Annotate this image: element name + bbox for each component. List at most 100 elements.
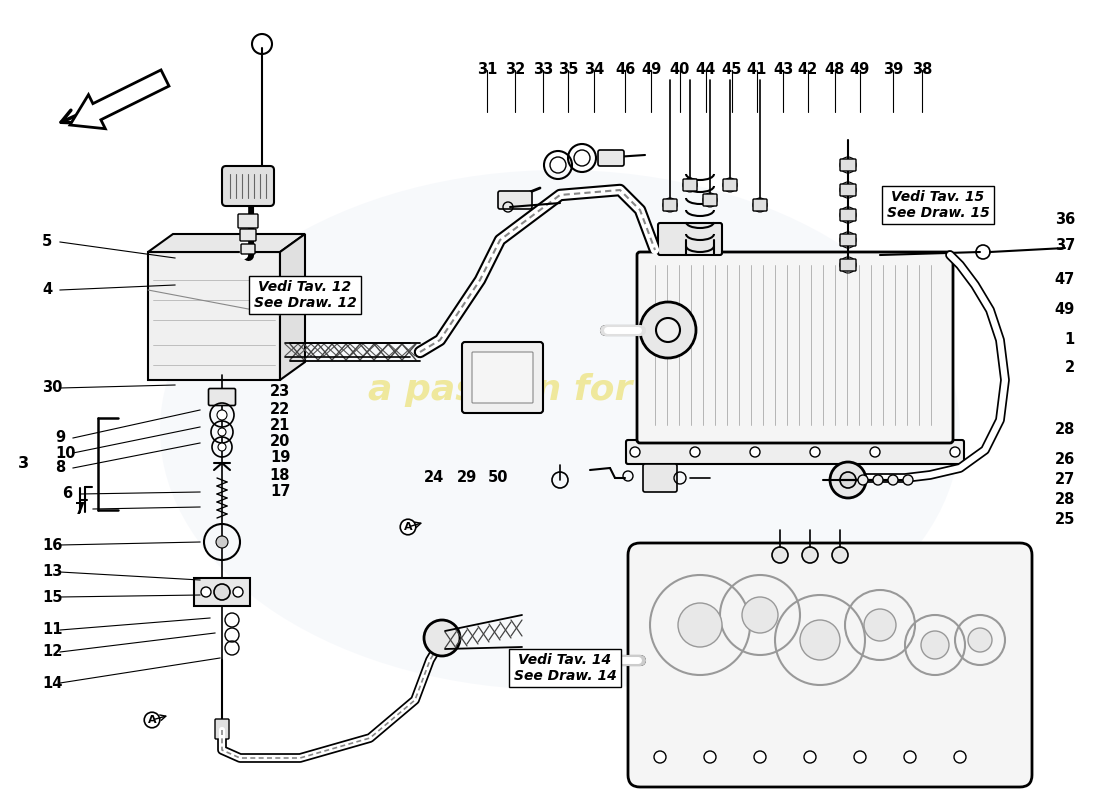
- Circle shape: [840, 472, 856, 488]
- FancyBboxPatch shape: [498, 191, 532, 209]
- Text: 26: 26: [1055, 453, 1075, 467]
- Text: 17: 17: [270, 485, 290, 499]
- FancyArrow shape: [70, 70, 169, 129]
- FancyBboxPatch shape: [472, 352, 534, 403]
- Text: 30: 30: [42, 381, 63, 395]
- Circle shape: [630, 447, 640, 457]
- Text: 6: 6: [62, 486, 73, 502]
- Circle shape: [216, 536, 228, 548]
- Circle shape: [921, 631, 949, 659]
- FancyBboxPatch shape: [241, 244, 255, 254]
- Circle shape: [950, 447, 960, 457]
- Circle shape: [810, 447, 820, 457]
- Text: A: A: [404, 522, 412, 532]
- Text: 24: 24: [424, 470, 444, 486]
- Circle shape: [832, 547, 848, 563]
- Text: 27: 27: [1055, 473, 1075, 487]
- Text: 47: 47: [1055, 273, 1075, 287]
- Text: 50: 50: [487, 470, 508, 486]
- Text: 12: 12: [42, 645, 63, 659]
- Text: 11: 11: [42, 622, 63, 638]
- Text: 43: 43: [773, 62, 793, 77]
- FancyBboxPatch shape: [840, 259, 856, 271]
- Text: 42: 42: [798, 62, 818, 77]
- Circle shape: [904, 751, 916, 763]
- FancyBboxPatch shape: [840, 234, 856, 246]
- Text: 49: 49: [850, 62, 870, 77]
- Text: 36: 36: [1055, 213, 1075, 227]
- Text: Vedi Tav. 15
See Draw. 15: Vedi Tav. 15 See Draw. 15: [887, 190, 989, 220]
- Circle shape: [830, 462, 866, 498]
- Text: a passion for parts: a passion for parts: [368, 373, 752, 407]
- Ellipse shape: [160, 170, 960, 690]
- Circle shape: [800, 620, 840, 660]
- Text: 8: 8: [55, 461, 65, 475]
- Circle shape: [873, 475, 883, 485]
- FancyBboxPatch shape: [840, 159, 856, 171]
- FancyBboxPatch shape: [214, 719, 229, 739]
- Text: 33: 33: [532, 62, 553, 77]
- Text: 13: 13: [42, 565, 63, 579]
- Text: 10: 10: [55, 446, 76, 461]
- Text: 5: 5: [42, 234, 53, 250]
- FancyBboxPatch shape: [658, 223, 722, 255]
- Text: 7: 7: [75, 502, 85, 517]
- Text: 3: 3: [18, 455, 29, 470]
- FancyBboxPatch shape: [238, 214, 258, 228]
- FancyBboxPatch shape: [626, 440, 964, 464]
- Text: 38: 38: [912, 62, 932, 77]
- FancyBboxPatch shape: [628, 543, 1032, 787]
- Text: 28: 28: [1055, 493, 1075, 507]
- Text: 39: 39: [883, 62, 903, 77]
- Text: 29: 29: [456, 470, 477, 486]
- Text: 45: 45: [722, 62, 742, 77]
- Text: 22: 22: [270, 402, 290, 417]
- Text: 44: 44: [696, 62, 716, 77]
- Polygon shape: [194, 578, 250, 606]
- Text: 9: 9: [55, 430, 65, 446]
- Circle shape: [750, 447, 760, 457]
- Polygon shape: [148, 234, 305, 252]
- Polygon shape: [148, 252, 280, 380]
- Circle shape: [218, 428, 226, 436]
- Circle shape: [864, 609, 896, 641]
- Text: 49: 49: [641, 62, 661, 77]
- Circle shape: [854, 751, 866, 763]
- Circle shape: [858, 475, 868, 485]
- FancyBboxPatch shape: [222, 166, 274, 206]
- Text: 35: 35: [558, 62, 579, 77]
- Circle shape: [754, 751, 766, 763]
- Circle shape: [968, 628, 992, 652]
- Circle shape: [201, 587, 211, 597]
- Text: 31: 31: [476, 62, 497, 77]
- Circle shape: [656, 318, 680, 342]
- Text: 15: 15: [42, 590, 63, 605]
- FancyBboxPatch shape: [637, 252, 953, 443]
- Polygon shape: [280, 234, 305, 380]
- Text: 18: 18: [270, 467, 290, 482]
- Circle shape: [233, 587, 243, 597]
- Circle shape: [704, 751, 716, 763]
- FancyBboxPatch shape: [754, 199, 767, 211]
- Circle shape: [954, 751, 966, 763]
- Text: 46: 46: [615, 62, 635, 77]
- FancyBboxPatch shape: [644, 464, 676, 492]
- Text: 49: 49: [1055, 302, 1075, 318]
- Text: 37: 37: [1055, 238, 1075, 253]
- Circle shape: [640, 302, 696, 358]
- Circle shape: [218, 443, 226, 451]
- FancyBboxPatch shape: [840, 184, 856, 196]
- Text: 34: 34: [584, 62, 604, 77]
- Circle shape: [678, 603, 722, 647]
- Circle shape: [214, 584, 230, 600]
- FancyBboxPatch shape: [240, 229, 256, 241]
- Text: 1: 1: [1065, 333, 1075, 347]
- Text: 40: 40: [670, 62, 690, 77]
- Circle shape: [742, 597, 778, 633]
- Text: Vedi Tav. 12
See Draw. 12: Vedi Tav. 12 See Draw. 12: [254, 280, 356, 310]
- Circle shape: [772, 547, 788, 563]
- Text: 41: 41: [747, 62, 767, 77]
- Text: 32: 32: [505, 62, 525, 77]
- FancyBboxPatch shape: [462, 342, 543, 413]
- FancyBboxPatch shape: [683, 179, 697, 191]
